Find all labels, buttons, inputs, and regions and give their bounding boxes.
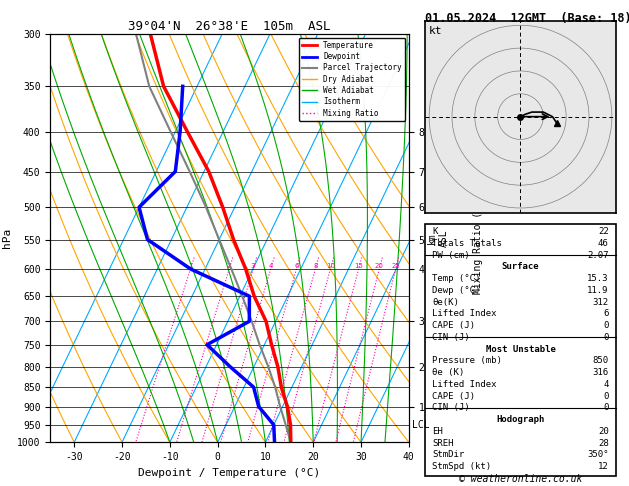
Text: Surface: Surface bbox=[502, 262, 539, 271]
Text: 11.9: 11.9 bbox=[587, 286, 609, 295]
Text: 25: 25 bbox=[391, 263, 400, 269]
Legend: Temperature, Dewpoint, Parcel Trajectory, Dry Adiabat, Wet Adiabat, Isotherm, Mi: Temperature, Dewpoint, Parcel Trajectory… bbox=[299, 38, 405, 121]
Y-axis label: hPa: hPa bbox=[1, 228, 11, 248]
Text: 28: 28 bbox=[598, 439, 609, 448]
Text: 20: 20 bbox=[598, 427, 609, 436]
Text: 0: 0 bbox=[603, 333, 609, 342]
Text: CIN (J): CIN (J) bbox=[432, 403, 470, 413]
Text: 1: 1 bbox=[188, 263, 192, 269]
Text: 15.3: 15.3 bbox=[587, 274, 609, 283]
Text: 22: 22 bbox=[598, 227, 609, 236]
Text: 3: 3 bbox=[251, 263, 255, 269]
Text: 10: 10 bbox=[326, 263, 335, 269]
Text: 4: 4 bbox=[603, 380, 609, 389]
Text: 2: 2 bbox=[227, 263, 231, 269]
Text: Temp (°C): Temp (°C) bbox=[432, 274, 481, 283]
Y-axis label: km
ASL: km ASL bbox=[427, 229, 449, 247]
Text: Mixing Ratio (g/kg): Mixing Ratio (g/kg) bbox=[474, 182, 483, 294]
Text: Most Unstable: Most Unstable bbox=[486, 345, 555, 354]
Text: K: K bbox=[432, 227, 438, 236]
Text: Pressure (mb): Pressure (mb) bbox=[432, 356, 502, 365]
Text: 6: 6 bbox=[294, 263, 299, 269]
Text: 316: 316 bbox=[593, 368, 609, 377]
Text: 15: 15 bbox=[354, 263, 363, 269]
Text: StmSpd (kt): StmSpd (kt) bbox=[432, 462, 491, 471]
Text: 46: 46 bbox=[598, 239, 609, 248]
Text: kt: kt bbox=[428, 26, 442, 36]
Text: 0: 0 bbox=[603, 321, 609, 330]
Text: Hodograph: Hodograph bbox=[496, 415, 545, 424]
Text: PW (cm): PW (cm) bbox=[432, 251, 470, 260]
Text: 6: 6 bbox=[603, 310, 609, 318]
Text: Lifted Index: Lifted Index bbox=[432, 310, 497, 318]
Text: © weatheronline.co.uk: © weatheronline.co.uk bbox=[459, 473, 582, 484]
Text: SREH: SREH bbox=[432, 439, 454, 448]
Text: 20: 20 bbox=[375, 263, 384, 269]
Text: θe (K): θe (K) bbox=[432, 368, 464, 377]
Text: 8: 8 bbox=[313, 263, 318, 269]
Text: Totals Totals: Totals Totals bbox=[432, 239, 502, 248]
Text: 0: 0 bbox=[603, 392, 609, 400]
Text: θe(K): θe(K) bbox=[432, 297, 459, 307]
Text: 312: 312 bbox=[593, 297, 609, 307]
Text: Dewp (°C): Dewp (°C) bbox=[432, 286, 481, 295]
Text: CAPE (J): CAPE (J) bbox=[432, 321, 476, 330]
Text: StmDir: StmDir bbox=[432, 451, 464, 459]
Text: 12: 12 bbox=[598, 462, 609, 471]
Text: 4: 4 bbox=[269, 263, 273, 269]
Text: CIN (J): CIN (J) bbox=[432, 333, 470, 342]
Text: 0: 0 bbox=[603, 403, 609, 413]
Text: 850: 850 bbox=[593, 356, 609, 365]
Text: EH: EH bbox=[432, 427, 443, 436]
Text: CAPE (J): CAPE (J) bbox=[432, 392, 476, 400]
X-axis label: Dewpoint / Temperature (°C): Dewpoint / Temperature (°C) bbox=[138, 468, 321, 478]
Title: 39°04'N  26°38'E  105m  ASL: 39°04'N 26°38'E 105m ASL bbox=[128, 20, 331, 33]
Text: LCL: LCL bbox=[413, 420, 430, 430]
Text: 2.07: 2.07 bbox=[587, 251, 609, 260]
Text: 350°: 350° bbox=[587, 451, 609, 459]
Text: 01.05.2024  12GMT  (Base: 18): 01.05.2024 12GMT (Base: 18) bbox=[425, 12, 629, 25]
Text: Lifted Index: Lifted Index bbox=[432, 380, 497, 389]
